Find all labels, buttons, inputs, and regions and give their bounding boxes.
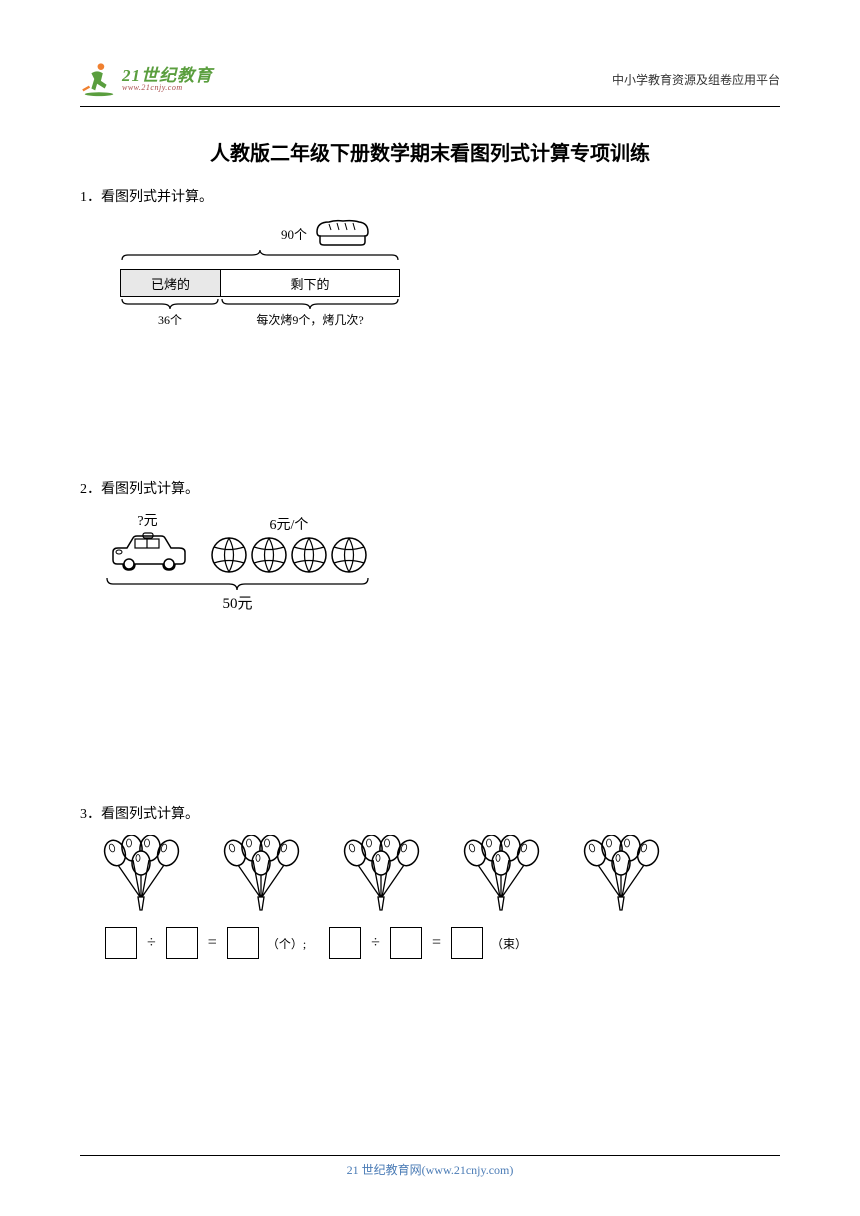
eq1-operand2[interactable] bbox=[166, 927, 198, 959]
right-brace-wrap: 每次烤9个，烤几次? bbox=[220, 299, 400, 328]
total-label: 50元 bbox=[222, 592, 252, 613]
balloon-row bbox=[100, 835, 780, 915]
logo-subtitle: www.21cnjy.com bbox=[122, 84, 213, 92]
eq2-result[interactable] bbox=[451, 927, 483, 959]
balloon-bunch-icon bbox=[220, 835, 305, 915]
balloon-bunch-icon bbox=[580, 835, 665, 915]
q1-diagram: 90个 已烤的 剩下的 36个 bbox=[120, 218, 400, 328]
eq2-equals: = bbox=[430, 934, 443, 952]
bar-remaining: 剩下的 bbox=[221, 270, 399, 296]
balls-row bbox=[210, 536, 368, 574]
watermelon-icon bbox=[210, 536, 248, 574]
eq1-divide: ÷ bbox=[145, 934, 158, 952]
bar-diagram: 已烤的 剩下的 bbox=[120, 269, 400, 297]
eq1-operand1[interactable] bbox=[105, 927, 137, 959]
header-divider bbox=[80, 106, 780, 107]
bread-count-label: 90个 bbox=[281, 224, 307, 243]
watermelon-icon bbox=[290, 536, 328, 574]
logo-title: 21世纪教育 bbox=[122, 67, 213, 84]
q2-diagram: ?元 6元/个 bbox=[105, 510, 385, 613]
car-column: ?元 bbox=[105, 510, 190, 574]
header-right-text: 中小学教育资源及组卷应用平台 bbox=[612, 71, 780, 88]
watermelon-icon bbox=[330, 536, 368, 574]
equation-row: ÷ = （个）; ÷ = （束） bbox=[105, 927, 780, 959]
question-2: 2．看图列式计算。 ?元 6元/个 bbox=[80, 478, 780, 613]
right-brace bbox=[220, 299, 400, 309]
main-title: 人教版二年级下册数学期末看图列式计算专项训练 bbox=[80, 137, 780, 166]
question-1: 1．看图列式并计算。 90个 已烤的 剩下的 bbox=[80, 186, 780, 328]
logo-icon bbox=[80, 60, 118, 98]
bread-icon bbox=[315, 218, 370, 248]
page-content: 21世纪教育 www.21cnjy.com 中小学教育资源及组卷应用平台 人教版… bbox=[0, 0, 860, 1019]
question-3: 3．看图列式计算。 bbox=[80, 803, 780, 959]
bottom-braces: 36个 每次烤9个，烤几次? bbox=[120, 299, 400, 328]
d2-items-row: ?元 6元/个 bbox=[105, 510, 385, 574]
eq1-result[interactable] bbox=[227, 927, 259, 959]
right-brace-label: 每次烤9个，烤几次? bbox=[256, 311, 363, 328]
top-brace bbox=[120, 250, 400, 262]
left-brace-label: 36个 bbox=[158, 311, 182, 328]
watermelon-icon bbox=[250, 536, 288, 574]
bar-baked: 已烤的 bbox=[121, 270, 221, 296]
eq2-operand2[interactable] bbox=[390, 927, 422, 959]
car-icon bbox=[105, 532, 190, 574]
footer-text: 21 世纪教育网(www.21cnjy.com) bbox=[0, 1161, 860, 1178]
balls-column: 6元/个 bbox=[210, 514, 368, 574]
page-header: 21世纪教育 www.21cnjy.com 中小学教育资源及组卷应用平台 bbox=[80, 60, 780, 98]
total-brace bbox=[105, 578, 370, 590]
eq2-unit: （束） bbox=[491, 935, 527, 952]
ball-price-label: 6元/个 bbox=[270, 514, 309, 534]
footer-divider bbox=[80, 1155, 780, 1156]
q1-text: 1．看图列式并计算。 bbox=[80, 186, 780, 206]
runner-icon bbox=[80, 60, 118, 98]
q1-answer-space bbox=[80, 348, 780, 478]
balloon-bunch-icon bbox=[460, 835, 545, 915]
logo-area: 21世纪教育 www.21cnjy.com bbox=[80, 60, 213, 98]
q3-text: 3．看图列式计算。 bbox=[80, 803, 780, 823]
left-brace bbox=[120, 299, 220, 309]
logo-text-block: 21世纪教育 www.21cnjy.com bbox=[122, 67, 213, 92]
d2-brace-wrap: 50元 bbox=[105, 578, 370, 613]
left-brace-wrap: 36个 bbox=[120, 299, 220, 328]
eq1-unit: （个）; bbox=[267, 935, 306, 952]
balloon-bunch-icon bbox=[100, 835, 185, 915]
q2-answer-space bbox=[80, 633, 780, 803]
car-price-label: ?元 bbox=[137, 510, 157, 530]
balloon-bunch-icon bbox=[340, 835, 425, 915]
eq2-operand1[interactable] bbox=[329, 927, 361, 959]
q2-text: 2．看图列式计算。 bbox=[80, 478, 780, 498]
eq1-equals: = bbox=[206, 934, 219, 952]
eq2-divide: ÷ bbox=[369, 934, 382, 952]
q3-diagram: ÷ = （个）; ÷ = （束） bbox=[100, 835, 780, 959]
bread-row: 90个 bbox=[120, 218, 400, 248]
